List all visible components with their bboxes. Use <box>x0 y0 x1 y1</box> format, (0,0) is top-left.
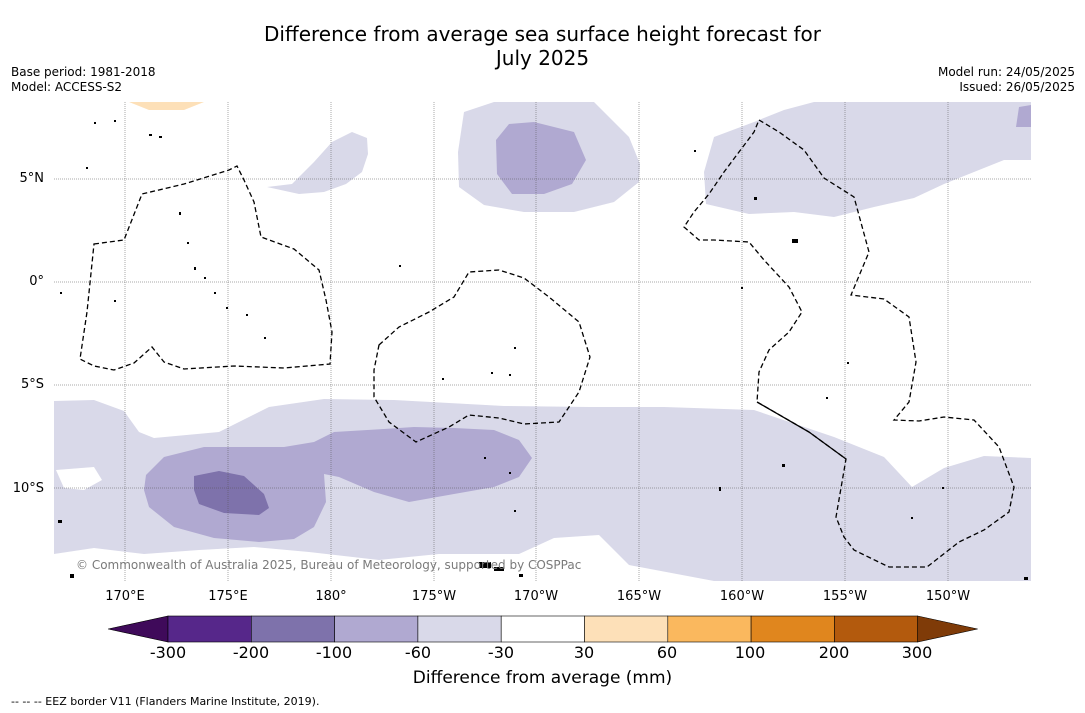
colorbar-segment <box>750 615 835 643</box>
colorbar-segment <box>500 615 585 643</box>
eez-border-tokelau-samoa <box>373 269 591 443</box>
eez-solid-segment <box>756 401 847 460</box>
colorbar-tick-200: 200 <box>818 643 850 662</box>
model-run-text: Model run: 24/05/2025 <box>937 65 1075 79</box>
eez-borders <box>79 119 1015 568</box>
lon-label-165w: 165°W <box>616 589 662 604</box>
anomaly-region-south-dark <box>194 471 269 515</box>
colorbar-segment <box>167 615 252 643</box>
lon-label-170w: 170°W <box>513 589 559 604</box>
lat-label-5s: 5°S <box>20 377 44 392</box>
colorbar <box>108 615 978 643</box>
colorbar-segment <box>334 615 419 643</box>
colorbar-tick-minus200: -200 <box>232 643 270 662</box>
colorbar-segment <box>834 615 919 643</box>
grid <box>54 102 1031 581</box>
colorbar-tick-100: 100 <box>734 643 766 662</box>
lon-label-175w: 175°W <box>411 589 457 604</box>
lon-label-180: 180° <box>315 589 347 604</box>
eez-border-line-islands <box>683 119 1015 568</box>
model-text: Model: ACCESS-S2 <box>11 80 123 94</box>
copyright-text: © Commonwealth of Australia 2025, Bureau… <box>76 558 582 572</box>
islands <box>58 120 1028 580</box>
colorbar-tick-30: 30 <box>573 643 595 662</box>
anomaly-region-north-west <box>267 132 368 194</box>
map-title-line2: July 2025 <box>495 46 590 70</box>
lon-label-160w: 160°W <box>719 589 765 604</box>
colorbar-tick-minus300: -300 <box>149 643 187 662</box>
meta-right: Model run: 24/05/2025 Issued: 26/05/2025 <box>938 65 1075 95</box>
colorbar-segment <box>417 615 502 643</box>
colorbar-label: Difference from average (mm) <box>412 668 673 688</box>
lat-label-5n: 5°N <box>19 171 45 186</box>
lon-label-170e: 170°E <box>105 589 145 604</box>
lat-label-10s: 10°S <box>12 481 44 496</box>
lon-label-155w: 155°W <box>822 589 868 604</box>
lon-label-150w: 150°W <box>925 589 971 604</box>
colorbar-segment <box>667 615 752 643</box>
anomaly-region-north-medium <box>496 122 586 194</box>
colorbar-tick-minus60: -60 <box>404 643 432 662</box>
colorbar-tick-minus30: -30 <box>487 643 515 662</box>
lat-label-0: 0° <box>29 274 44 289</box>
meta-left: Base period: 1981-2018 Model: ACCESS-S2 <box>11 65 156 95</box>
sea-level-map <box>54 102 1031 581</box>
anomaly-region-north-east <box>704 102 1031 217</box>
colorbar-segment <box>251 615 335 643</box>
anomaly-region-east-small <box>1016 105 1031 127</box>
colorbar-tick-60: 60 <box>656 643 678 662</box>
colorbar-segment <box>584 615 669 643</box>
colorbar-tick-300: 300 <box>901 643 933 662</box>
eez-footnote: -- -- -- EEZ border V11 (Flanders Marine… <box>11 695 320 708</box>
map-title-line1: Difference from average sea surface heig… <box>263 22 822 46</box>
issued-text: Issued: 26/05/2025 <box>959 80 1075 94</box>
colorbar-tick-minus100: -100 <box>315 643 353 662</box>
colorbar-extension-low <box>108 615 169 643</box>
anomaly-region-positive <box>129 102 204 110</box>
base-period-text: Base period: 1981-2018 <box>11 65 156 79</box>
lon-label-175e: 175°E <box>208 589 248 604</box>
island-patch <box>56 467 102 490</box>
colorbar-segments <box>108 615 978 643</box>
eez-border-kiribati-gilbert <box>79 165 333 371</box>
colorbar-extension-high <box>917 615 978 643</box>
